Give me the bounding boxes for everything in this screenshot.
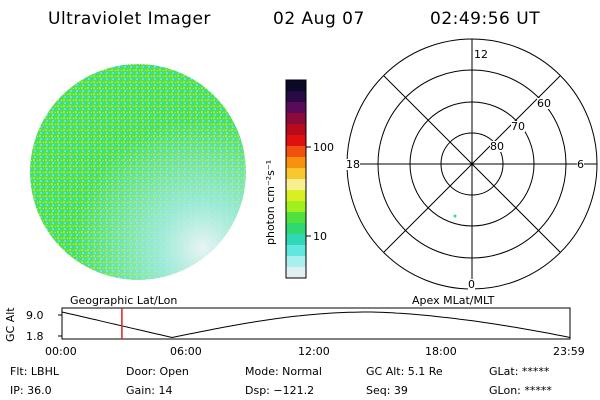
- timeline-x-tick-1800: 18:00: [425, 345, 457, 358]
- polar-label-18: 18: [346, 158, 360, 171]
- colorbar-segment: [286, 146, 306, 158]
- status-glat: GLat: *****: [489, 365, 550, 378]
- timeline-left-label: Geographic Lat/Lon: [70, 294, 178, 307]
- header-time: 02:49:56 UT: [430, 9, 541, 29]
- timeline-frame: [61, 307, 571, 340]
- colorbar-segment: [286, 102, 306, 114]
- polar-diagonal-2: [383, 75, 561, 253]
- polar-label-0: 0: [468, 278, 475, 291]
- timeline-y-axis-label: GC Alt: [4, 307, 17, 342]
- status-glon: GLon: *****: [489, 384, 552, 397]
- polar-label-12: 12: [474, 48, 488, 61]
- colorbar-segment: [286, 223, 306, 235]
- status-mode: Mode: Normal: [245, 365, 322, 378]
- colorbar-segment: [286, 91, 306, 103]
- colorbar-segment: [286, 190, 306, 202]
- colorbar-segment: [286, 179, 306, 191]
- polar-label-6: 6: [577, 158, 584, 171]
- colorbar-segment: [286, 135, 306, 147]
- colorbar: [286, 80, 306, 279]
- colorbar-segment: [286, 245, 306, 257]
- status-seq: Seq: 39: [366, 384, 408, 397]
- colorbar-tick-10: 10: [313, 230, 327, 243]
- colorbar-tick-100: 100: [313, 141, 334, 154]
- colorbar-segment: [286, 234, 306, 246]
- colorbar-segment: [286, 157, 306, 169]
- status-dsp: Dsp: −121.2: [245, 384, 315, 397]
- status-door: Door: Open: [126, 365, 189, 378]
- timeline-y-tick-low: 1.8: [26, 330, 44, 343]
- colorbar-segment: [286, 168, 306, 180]
- status-ip: IP: 36.0: [10, 384, 52, 397]
- colorbar-segment: [286, 124, 306, 136]
- status-gain: Gain: 14: [126, 384, 173, 397]
- colorbar-segment: [286, 256, 306, 268]
- colorbar-segment: [286, 201, 306, 213]
- polar-point: [453, 214, 457, 218]
- timeline-x-tick-0600: 06:00: [170, 345, 202, 358]
- header-date: 02 Aug 07: [273, 9, 365, 29]
- colorbar-segment: [286, 80, 306, 92]
- timeline-right-label: Apex MLat/MLT: [412, 294, 495, 307]
- timeline-x-tick-2359: 23:59: [553, 345, 585, 358]
- timeline-x-tick-1200: 12:00: [298, 345, 330, 358]
- instrument-title: Ultraviolet Imager: [48, 9, 211, 29]
- colorbar-segment: [286, 113, 306, 125]
- timeline-x-tick-0000: 00:00: [45, 345, 77, 358]
- altitude-curve: [61, 311, 571, 339]
- polar-label-80: 80: [490, 140, 504, 153]
- polar-label-60: 60: [537, 97, 551, 110]
- colorbar-segment: [286, 267, 306, 279]
- timeline-y-tick-high: 9.0: [26, 309, 44, 322]
- colorbar-segment: [286, 212, 306, 224]
- status-gc-alt: GC Alt: 5.1 Re: [366, 365, 443, 378]
- status-flt: Flt: LBHL: [10, 365, 59, 378]
- polar-label-70: 70: [511, 120, 525, 133]
- imager-glow: [30, 64, 246, 280]
